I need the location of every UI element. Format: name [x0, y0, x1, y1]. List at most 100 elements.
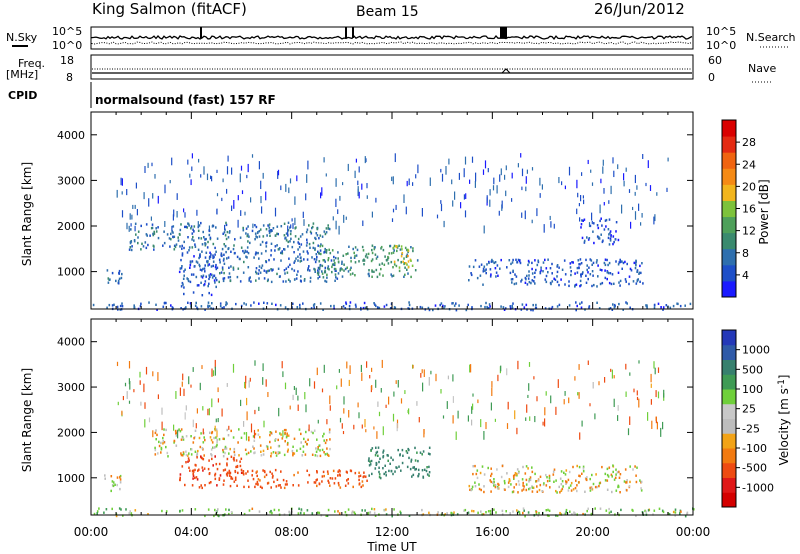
echo-cell	[209, 251, 211, 254]
echo-cell	[208, 459, 210, 462]
echo-cell	[653, 509, 656, 512]
echo-cell	[513, 477, 515, 480]
echo-cell	[349, 268, 352, 271]
echo-cell	[512, 258, 514, 262]
echo-cell	[345, 301, 347, 304]
echo-cell	[180, 438, 183, 441]
echo-cell	[277, 451, 280, 454]
sky-left-label: N.Sky	[6, 31, 38, 44]
echo-cell	[642, 282, 644, 285]
echo-cell	[570, 273, 572, 277]
echo-cell	[578, 465, 581, 469]
echo-cell	[521, 489, 523, 492]
echo-cell	[550, 395, 552, 404]
echo-cell	[318, 482, 321, 486]
echo-cell	[293, 269, 296, 272]
echo-cell	[289, 280, 291, 283]
echo-cell	[225, 303, 227, 307]
echo-cell	[489, 275, 492, 278]
time-axis-label: Time UT	[366, 540, 417, 554]
echo-cell	[636, 396, 639, 401]
colorbar-swatch	[722, 448, 736, 464]
echo-cell	[327, 472, 329, 475]
echo-cell	[140, 224, 142, 228]
echo-cell	[201, 243, 204, 246]
echo-cell	[223, 479, 225, 482]
echo-cell	[586, 264, 588, 267]
echo-cell	[352, 247, 354, 251]
echo-cell	[234, 238, 236, 241]
echo-cell	[452, 374, 454, 382]
echo-cell	[120, 177, 122, 186]
echo-cell	[207, 264, 209, 267]
echo-cell	[378, 272, 381, 275]
echo-cell	[201, 276, 204, 279]
echo-cell	[276, 232, 278, 235]
echo-cell	[604, 479, 607, 482]
echo-cell	[218, 280, 220, 284]
echo-cell	[262, 224, 265, 227]
echo-cell	[442, 304, 444, 308]
echo-cell	[378, 411, 381, 417]
sky-panel: N.Sky 10^5 10^0 10^5 10^0 N.Search	[6, 25, 796, 52]
echo-cell	[496, 468, 498, 471]
echo-cell	[265, 249, 267, 253]
echo-cell	[367, 459, 370, 462]
echo-cell	[148, 417, 151, 423]
echo-cell	[346, 266, 348, 269]
echo-cell	[529, 476, 532, 479]
echo-cell	[319, 234, 322, 237]
echo-cell	[325, 231, 328, 234]
echo-cell	[335, 198, 337, 208]
echo-cell	[339, 195, 341, 201]
echo-cell	[298, 245, 301, 249]
echo-cell	[181, 281, 184, 285]
echo-cell	[334, 269, 337, 272]
echo-cell	[377, 401, 379, 407]
echo-cell	[610, 368, 612, 372]
colorbar-swatch	[722, 216, 736, 234]
echo-cell	[578, 474, 580, 477]
echo-cell	[564, 273, 567, 276]
echo-cell	[577, 392, 579, 396]
echo-cell	[447, 375, 449, 380]
echo-cell	[491, 387, 493, 397]
echo-cell	[563, 512, 566, 516]
echo-cell	[194, 243, 196, 246]
echo-cell	[568, 470, 571, 474]
echo-cell	[180, 307, 182, 310]
echo-cell	[362, 259, 364, 262]
echo-cell	[639, 264, 641, 268]
echo-cell	[385, 404, 387, 408]
echo-cell	[312, 304, 315, 307]
echo-cell	[549, 215, 551, 220]
echo-cell	[412, 182, 414, 186]
echo-cell	[255, 279, 257, 282]
echo-cell	[624, 468, 627, 471]
echo-cell	[217, 508, 219, 511]
echo-cell	[551, 272, 553, 275]
echo-cell	[217, 387, 219, 393]
echo-cell	[465, 193, 467, 200]
echo-cell	[232, 266, 235, 269]
echo-cell	[183, 292, 185, 296]
echo-cell	[316, 484, 318, 488]
echo-cell	[307, 438, 309, 441]
echo-cell	[383, 472, 385, 476]
echo-cell	[277, 438, 279, 442]
echo-cell	[195, 476, 198, 479]
echo-cell	[233, 200, 235, 209]
echo-cell	[408, 448, 410, 452]
echo-cell	[521, 212, 523, 218]
echo-cell	[589, 403, 591, 407]
echo-cell	[440, 302, 443, 305]
echo-cell	[612, 303, 614, 306]
echo-cell	[304, 392, 306, 400]
echo-cell	[284, 382, 287, 390]
echo-cell	[116, 483, 118, 487]
echo-cell	[179, 228, 182, 232]
echo-cell	[623, 173, 625, 181]
echo-cell	[283, 269, 286, 272]
echo-cell	[617, 238, 620, 242]
echo-cell	[211, 276, 214, 279]
